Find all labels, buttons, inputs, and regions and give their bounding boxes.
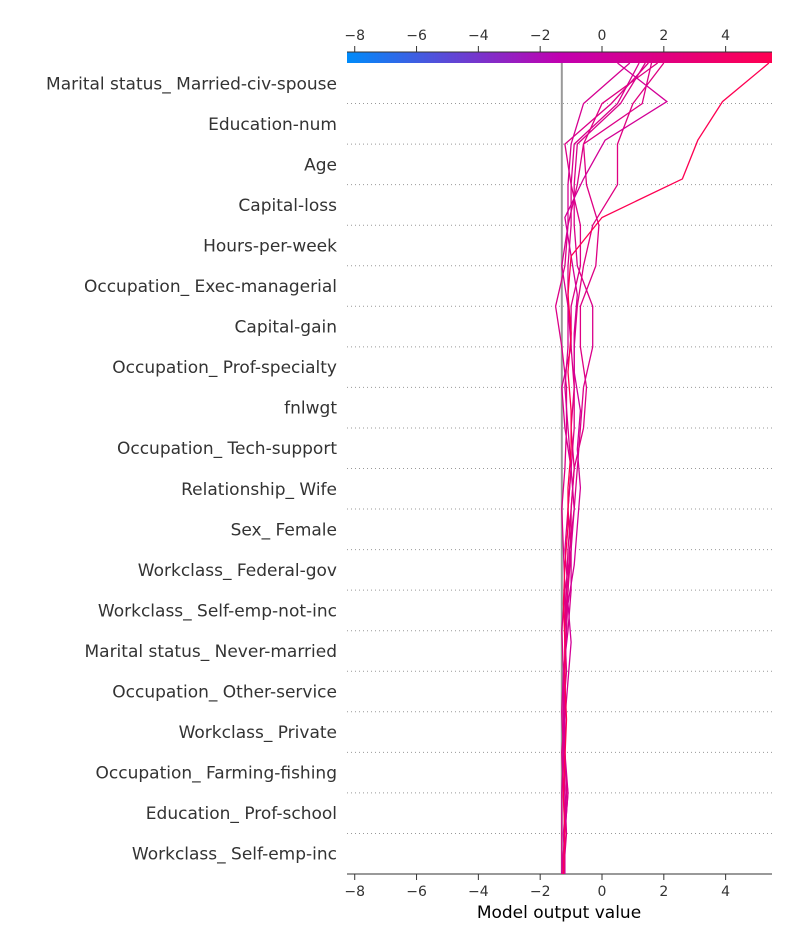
feature-label: Workclass_ Self-emp-not-inc bbox=[98, 601, 337, 621]
feature-label: Education-num bbox=[208, 115, 337, 135]
bottom-axis: −8 −6 −4 −2 0 2 4 bbox=[344, 873, 772, 900]
top-tick-label: −6 bbox=[406, 28, 427, 44]
series-lines bbox=[554, 62, 770, 875]
feature-label: Marital status_ Married-civ-spouse bbox=[46, 74, 337, 94]
feature-label: Workclass_ Private bbox=[179, 723, 337, 743]
series-line bbox=[562, 62, 669, 874]
feature-label: Age bbox=[304, 155, 337, 175]
feature-label: Workclass_ Federal-gov bbox=[138, 561, 337, 581]
series-line bbox=[562, 62, 770, 875]
colorbar bbox=[347, 52, 772, 63]
feature-label: Capital-loss bbox=[238, 196, 337, 216]
feature-label: Marital status_ Never-married bbox=[84, 642, 337, 662]
feature-label: Occupation_ Exec-managerial bbox=[84, 277, 337, 297]
top-tick-label: 4 bbox=[721, 28, 730, 44]
bottom-tick-label: −6 bbox=[406, 884, 427, 900]
feature-label: Occupation_ Prof-specialty bbox=[112, 358, 337, 378]
x-axis-label: Model output value bbox=[477, 903, 641, 923]
feature-label: Relationship_ Wife bbox=[181, 480, 337, 500]
feature-label: Sex_ Female bbox=[231, 520, 337, 540]
top-tick-label: 0 bbox=[598, 28, 607, 44]
feature-label: Hours-per-week bbox=[203, 236, 337, 256]
feature-label: Capital-gain bbox=[235, 318, 337, 338]
top-tick-label: −2 bbox=[530, 28, 551, 44]
bottom-tick-label: 4 bbox=[721, 884, 730, 900]
top-tick-label: 2 bbox=[659, 28, 668, 44]
bottom-tick-label: −4 bbox=[468, 884, 489, 900]
feature-label: Occupation_ Farming-fishing bbox=[96, 764, 337, 784]
bottom-tick-label: 0 bbox=[598, 884, 607, 900]
row-gridlines bbox=[347, 103, 772, 834]
top-tick-label: −8 bbox=[344, 28, 365, 44]
bottom-tick-label: −2 bbox=[530, 884, 551, 900]
feature-label: Education_ Prof-school bbox=[146, 804, 337, 824]
bottom-tick-label: −8 bbox=[344, 884, 365, 900]
feature-label: Occupation_ Tech-support bbox=[117, 439, 337, 459]
feature-label: Occupation_ Other-service bbox=[112, 683, 337, 703]
feature-labels: Marital status_ Married-civ-spouse Educat… bbox=[46, 74, 337, 864]
top-tick-label: −4 bbox=[468, 28, 489, 44]
bottom-tick-label: 2 bbox=[659, 884, 668, 900]
top-axis: −8 −6 −4 −2 0 2 4 bbox=[344, 28, 772, 53]
feature-label: Workclass_ Self-emp-inc bbox=[132, 845, 337, 865]
feature-label: fnlwgt bbox=[284, 399, 337, 419]
